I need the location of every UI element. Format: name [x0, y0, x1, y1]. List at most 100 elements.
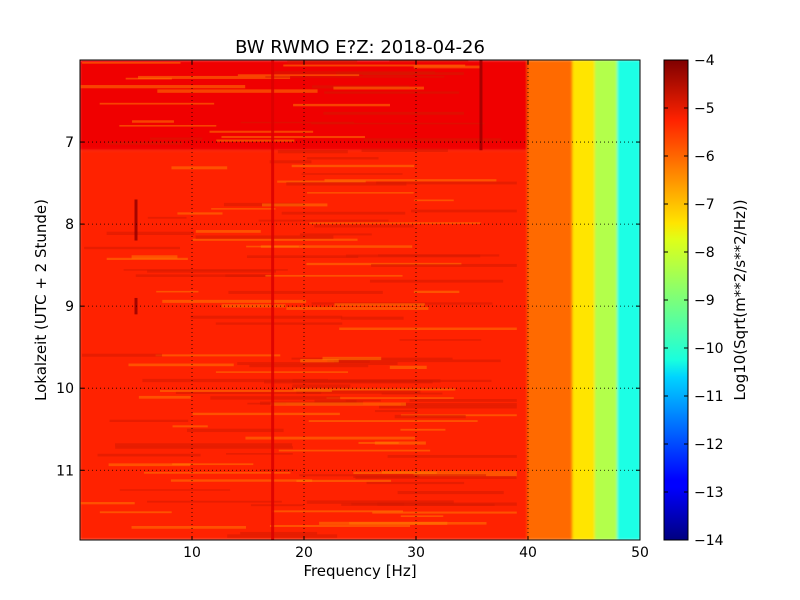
streak — [237, 74, 360, 77]
streak — [345, 254, 481, 258]
band-3 — [572, 60, 596, 540]
streak — [364, 138, 501, 142]
plot-area — [80, 60, 640, 540]
streak — [190, 315, 343, 319]
colorbar-tick-label: −8 — [694, 245, 715, 261]
streak — [327, 379, 492, 383]
streak — [409, 399, 517, 402]
streak — [372, 511, 517, 514]
streak — [341, 503, 495, 506]
streak — [80, 502, 135, 505]
y-axis: 7 8 9 10 11 — [56, 135, 640, 479]
streak — [108, 463, 191, 467]
streak — [374, 441, 426, 445]
spectrogram-bands — [80, 60, 640, 540]
streak — [131, 525, 247, 529]
streak — [106, 257, 188, 261]
streak — [170, 479, 313, 482]
band-2 — [527, 60, 574, 540]
streak — [80, 85, 246, 89]
colorbar-label: Log10(Sqrt(m**2/s**2/Hz)) — [731, 199, 749, 400]
streak — [274, 71, 435, 74]
streak — [376, 181, 517, 185]
chart-title: BW RWMO E?Z: 2018-04-26 — [235, 37, 485, 58]
streak — [345, 399, 381, 402]
streak — [240, 121, 355, 124]
streak — [379, 405, 517, 409]
streak — [119, 125, 217, 127]
streak — [324, 179, 497, 182]
streak — [369, 279, 504, 283]
streak — [155, 354, 281, 357]
streak — [157, 89, 318, 93]
streak — [361, 148, 448, 152]
streak — [277, 180, 366, 183]
streak — [138, 395, 191, 399]
streak — [296, 390, 421, 394]
streak — [265, 274, 403, 277]
streak — [128, 363, 234, 367]
plot-frame — [79, 59, 641, 541]
colorbar-tick-label: −12 — [694, 437, 724, 453]
streak — [221, 135, 365, 139]
streak — [215, 322, 343, 325]
streak — [211, 208, 276, 210]
streak — [311, 122, 485, 125]
streak — [327, 359, 501, 363]
streak — [271, 510, 404, 513]
streak — [292, 384, 351, 388]
streak — [210, 396, 341, 400]
streak — [400, 515, 444, 518]
streak — [270, 402, 406, 406]
streak — [309, 222, 481, 224]
streak — [171, 166, 228, 170]
y-tick-label: 11 — [56, 463, 74, 479]
streak — [262, 203, 328, 207]
x-tick-label: 40 — [519, 545, 537, 561]
streak — [215, 371, 349, 373]
streak — [162, 299, 307, 303]
spectral-line-0 — [271, 60, 275, 540]
streak — [99, 102, 215, 105]
colorbar-tick-label: −14 — [694, 533, 724, 549]
streak — [277, 150, 348, 154]
spectral-line-1 — [479, 60, 483, 151]
streak — [389, 60, 469, 62]
streak — [227, 534, 338, 538]
x-tick-label: 10 — [183, 545, 201, 561]
streak — [397, 490, 504, 495]
streak — [301, 173, 403, 175]
streak — [413, 65, 480, 69]
streak — [278, 449, 431, 452]
streak — [374, 410, 418, 413]
x-axis: 10 20 30 40 50 — [183, 60, 649, 561]
streak — [175, 391, 322, 394]
streak — [195, 235, 334, 239]
colorbar-ticks: −4 −5 −6 −7 −8 −9 −10 −11 −12 −13 −14 — [664, 53, 724, 549]
streak — [172, 463, 254, 466]
y-tick-label: 10 — [56, 381, 74, 397]
streak — [314, 225, 414, 228]
streak — [366, 481, 465, 485]
streak — [192, 238, 358, 241]
streak — [114, 443, 293, 447]
streak — [362, 73, 414, 76]
streak — [123, 269, 288, 271]
streak — [339, 327, 517, 331]
spectral-line-2 — [134, 199, 138, 241]
streak — [143, 471, 291, 474]
streak — [293, 388, 456, 391]
streak — [260, 245, 413, 248]
streak — [147, 269, 276, 273]
colorbar-tick-label: −7 — [694, 197, 715, 213]
streak — [296, 479, 392, 483]
streak — [106, 231, 194, 235]
streak — [246, 255, 359, 258]
streak — [150, 137, 203, 140]
band-4 — [594, 60, 619, 540]
streak — [159, 390, 332, 392]
streak — [314, 399, 357, 403]
streak — [81, 353, 163, 357]
streak — [269, 524, 411, 528]
